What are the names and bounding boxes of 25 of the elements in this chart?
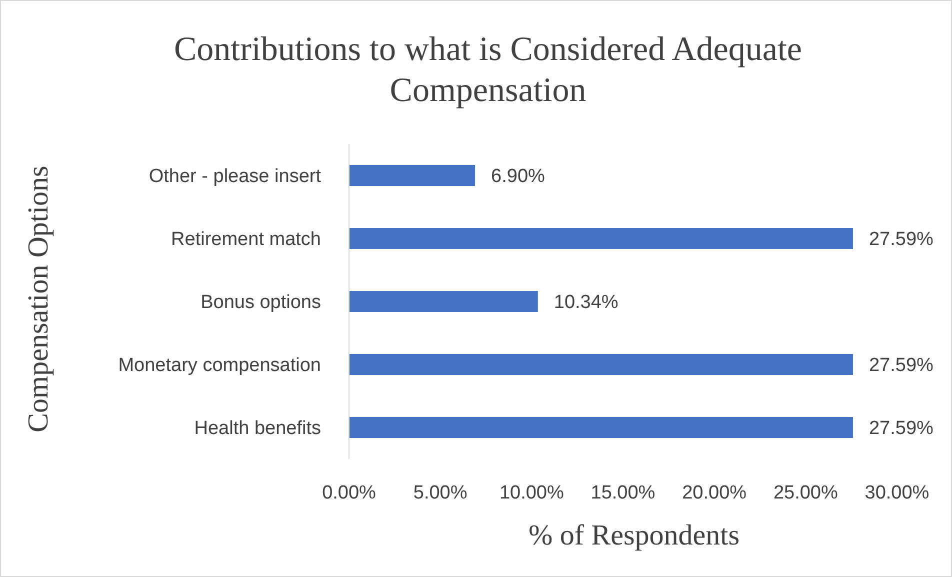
x-tick-label: 25.00% [773, 482, 838, 504]
x-tick-label: 10.00% [499, 482, 564, 504]
bar [349, 165, 476, 186]
y-tick-label: Bonus options [200, 292, 321, 314]
y-tick-label: Monetary compensation [118, 355, 321, 376]
y-tick-label: Retirement match [171, 229, 321, 250]
data-label: 10.34% [554, 292, 618, 314]
bar [349, 291, 538, 312]
y-tick-label: Other - please insert [148, 166, 322, 188]
chart-title: Contributions to what is Considered Adequate Compensation [173, 30, 803, 111]
x-tick-label: 15.00% [590, 482, 656, 504]
y-tick-label: Health benefits [194, 418, 321, 440]
data-label: 27.59% [868, 418, 934, 440]
x-tick-label: 30.00% [864, 482, 930, 504]
x-axis-title: % of Respondents [528, 520, 740, 552]
y-axis-title: Compensation Options [22, 166, 56, 432]
bar [349, 228, 853, 249]
bar [349, 354, 853, 375]
x-tick-label: 20.00% [682, 482, 747, 504]
data-label: 27.59% [868, 229, 934, 250]
x-tick-label: 0.00% [322, 482, 376, 504]
data-label: 27.59% [868, 355, 934, 376]
bar [349, 417, 853, 438]
x-tick-label: 5.00% [413, 482, 468, 504]
data-label: 6.90% [491, 166, 546, 188]
